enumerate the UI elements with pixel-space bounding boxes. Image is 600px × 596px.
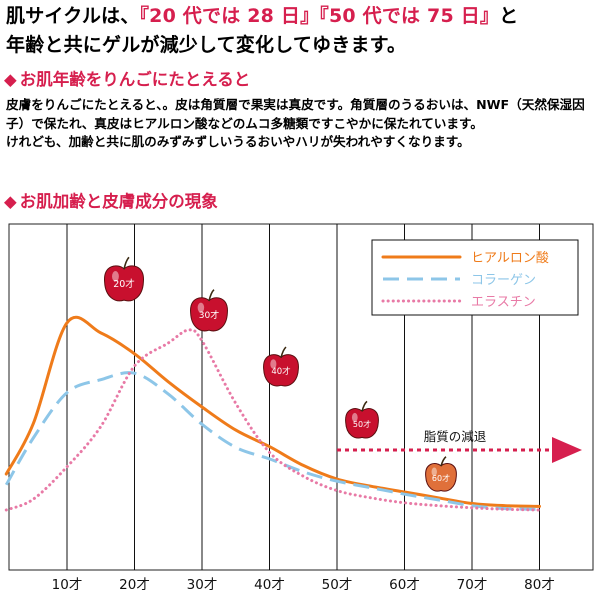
- x-tick-40: 40才: [254, 577, 285, 593]
- apple-icon-30: 30才: [190, 289, 228, 332]
- apple-body: [425, 463, 457, 492]
- apple-stem: [361, 400, 368, 412]
- legend-box: [371, 239, 579, 316]
- collagen-line: [4, 371, 540, 511]
- apple-icon-50: 50才: [345, 400, 379, 439]
- apple-shine: [351, 412, 358, 422]
- apple-icon-20: 20才: [104, 256, 144, 302]
- apple-icon-60: 60才: [425, 456, 457, 492]
- apple-icon-40: 40才: [263, 346, 299, 387]
- section-heading-aging: ◆ お肌加齢と皮膚成分の現象: [4, 192, 218, 212]
- elastin-line: [4, 328, 541, 512]
- headline-line1: 肌サイクルは、『20 代では 28 日』『50 代では 75 日』と: [6, 2, 596, 31]
- apple-label-40: 40才: [271, 366, 290, 377]
- apple-label-20: 20才: [113, 278, 135, 290]
- section-heading-apple: ◆ お肌年齢をりんごにたとえると: [4, 70, 250, 90]
- legend-hyaluronic-acid-label: ヒアルロン酸: [471, 251, 549, 266]
- apple-label-50: 50才: [353, 419, 371, 429]
- apple-label-30: 30才: [199, 309, 219, 321]
- apple-stem: [440, 456, 447, 467]
- diamond-bullet-icon: ◆: [4, 70, 17, 89]
- apple-label-60: 60才: [432, 473, 450, 483]
- body-paragraph-2: けれども、加齢と共に肌のみずみずしいうるおいやハリが失われやすくなります。: [6, 134, 470, 149]
- apple-shine: [431, 467, 437, 476]
- headline-line1-c: と: [499, 5, 519, 27]
- apple-stem: [208, 289, 215, 302]
- lipid-decline-label: 脂質の減退: [424, 429, 487, 444]
- plot-area: [8, 223, 594, 571]
- apple-body: [104, 265, 144, 302]
- x-tick-10: 10才: [52, 577, 83, 593]
- apple-shine: [112, 271, 119, 282]
- x-tick-60: 60才: [389, 577, 420, 593]
- x-tick-20: 20才: [119, 577, 150, 593]
- lipid-decline-arrowhead: [552, 437, 582, 463]
- x-tick-50: 50才: [322, 577, 353, 593]
- body-text: 皮膚をりんごにたとえると、。皮は角質層で果実は真皮です。角質層のうるおいは、NW…: [6, 96, 596, 152]
- apple-shine: [197, 302, 205, 313]
- apple-body: [345, 408, 379, 439]
- apple-body: [263, 354, 299, 387]
- hyaluronic-acid-line: [4, 315, 541, 508]
- legend-collagen-label: コラーゲン: [471, 273, 536, 288]
- headline: 肌サイクルは、『20 代では 28 日』『50 代では 75 日』と 年齢と共に…: [6, 2, 596, 60]
- section-heading-apple-text: お肌年齢をりんごにたとえると: [19, 70, 251, 89]
- apple-body: [190, 297, 228, 332]
- headline-line1-a: 肌サイクルは、: [6, 5, 140, 27]
- headline-highlight: 『20 代では 28 日』『50 代では 75 日』: [139, 5, 500, 27]
- legend-elastin-label: エラスチン: [471, 295, 536, 310]
- diamond-bullet-icon: ◆: [4, 192, 17, 211]
- apple-stem: [123, 256, 130, 270]
- headline-line2: 年齢と共にゲルが減少して変化してゆきます。: [6, 34, 407, 56]
- apple-shine: [270, 359, 277, 369]
- x-tick-80: 80才: [524, 577, 555, 593]
- section-heading-aging-text: お肌加齢と皮膚成分の現象: [19, 192, 218, 211]
- body-paragraph-1: 皮膚をりんごにたとえると、。皮は角質層で果実は真皮です。角質層のうるおいは、NW…: [6, 97, 585, 131]
- x-tick-30: 30才: [187, 577, 218, 593]
- x-tick-70: 70才: [457, 577, 488, 593]
- apple-stem: [280, 346, 287, 358]
